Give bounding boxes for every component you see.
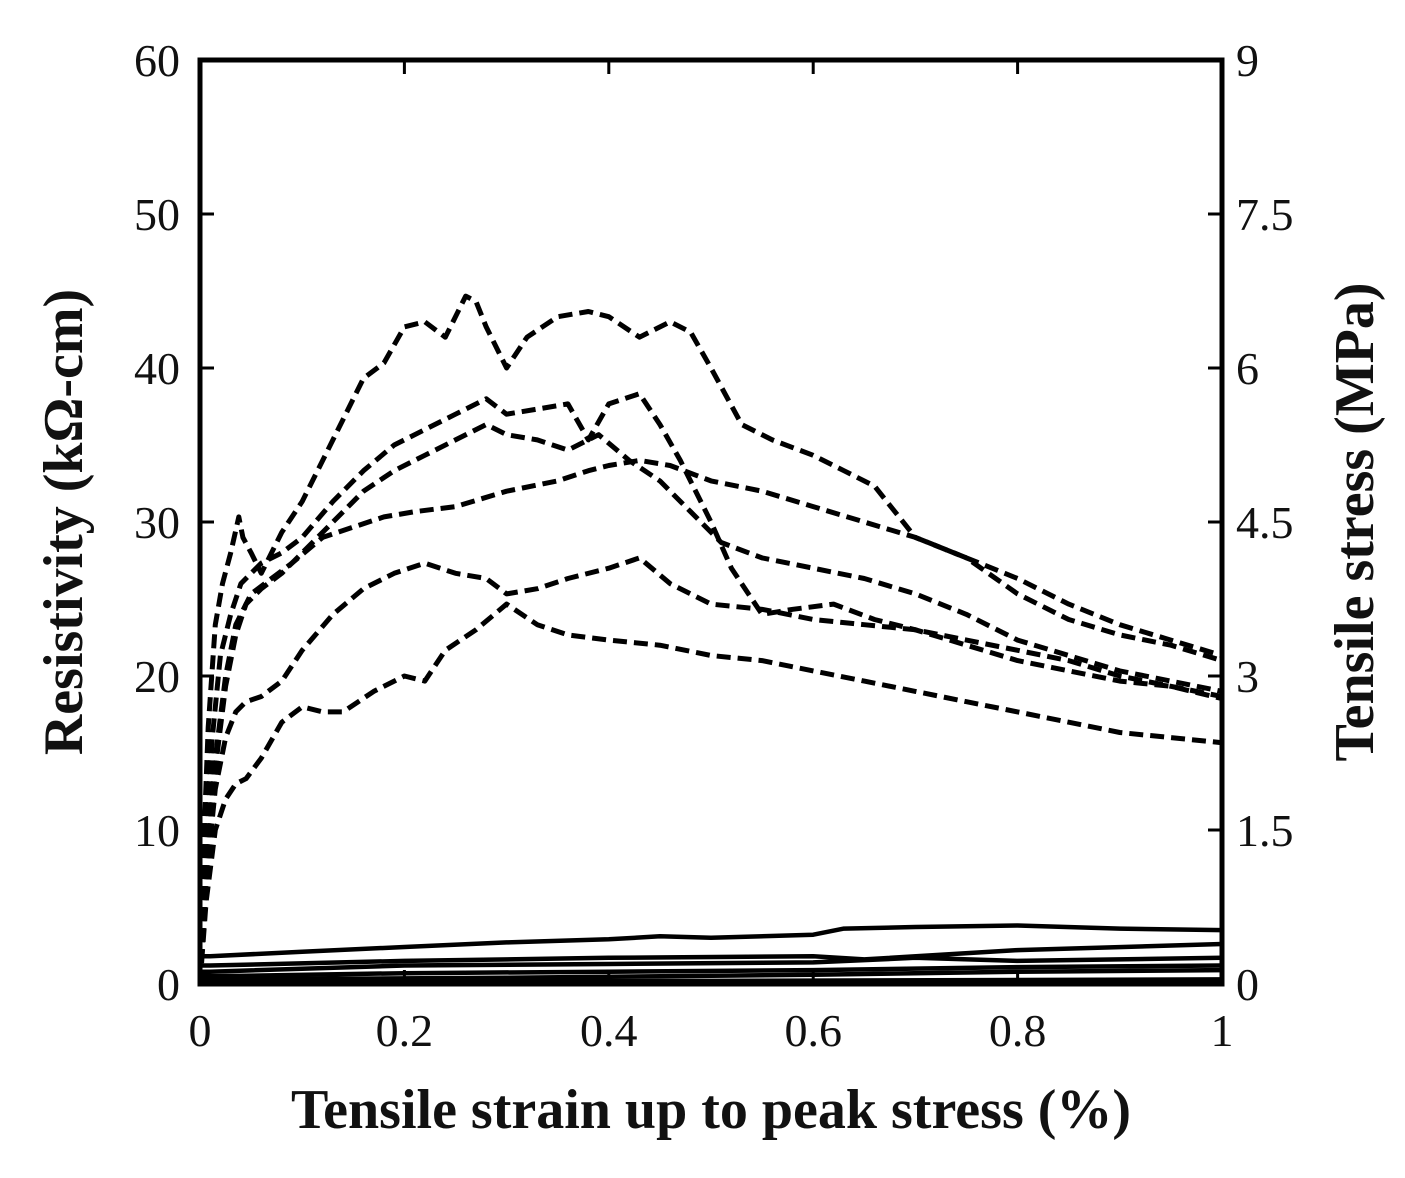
stress-curve-2: [197, 391, 1223, 985]
resistivity-curve-11: [200, 967, 1223, 982]
series-layer: [197, 293, 1223, 985]
y-tick-label: 40: [134, 343, 180, 394]
y2-axis-title: Tensile stress (MPa): [1324, 282, 1386, 761]
x-tick-label: 1: [1211, 1005, 1234, 1056]
y2-tick-label: 3: [1236, 651, 1259, 702]
y-tick-label: 20: [134, 651, 180, 702]
x-tick-label: 0: [189, 1005, 212, 1056]
x-tick-label: 0.6: [784, 1005, 842, 1056]
y2-tick-label: 1.5: [1236, 805, 1294, 856]
resistivity-curve-9: [200, 955, 1223, 974]
y2-tick-label: 4.5: [1236, 497, 1294, 548]
y2-tick-label: 0: [1236, 959, 1259, 1010]
x-axis-title: Tensile strain up to peak stress (%): [291, 1079, 1131, 1141]
x-tick-label: 0.8: [989, 1005, 1047, 1056]
resistivity-curve-8: [200, 941, 1223, 968]
stress-curve-4: [197, 457, 1223, 985]
x-tick-label: 0.2: [376, 1005, 434, 1056]
plot-frame: [197, 57, 1225, 987]
y-tick-label: 30: [134, 497, 180, 548]
y2-tick-label: 7.5: [1236, 189, 1294, 240]
stress-curve-1: [197, 293, 1223, 985]
y-tick-label: 10: [134, 805, 180, 856]
x-tick-label: 0.4: [580, 1005, 638, 1056]
y-axis-title: Resistivity (kΩ-cm): [33, 289, 95, 755]
stress-curve-6: [197, 601, 1223, 985]
y-tick-label: 50: [134, 189, 180, 240]
y2-tick-label: 6: [1236, 343, 1259, 394]
y-tick-label: 60: [134, 35, 180, 86]
y2-tick-label: 9: [1236, 35, 1259, 86]
resistivity-curve-12: [200, 977, 1223, 984]
ticks-layer: [198, 58, 1224, 986]
y-tick-label: 0: [157, 959, 180, 1010]
resistivity-curve-7: [200, 923, 1223, 959]
